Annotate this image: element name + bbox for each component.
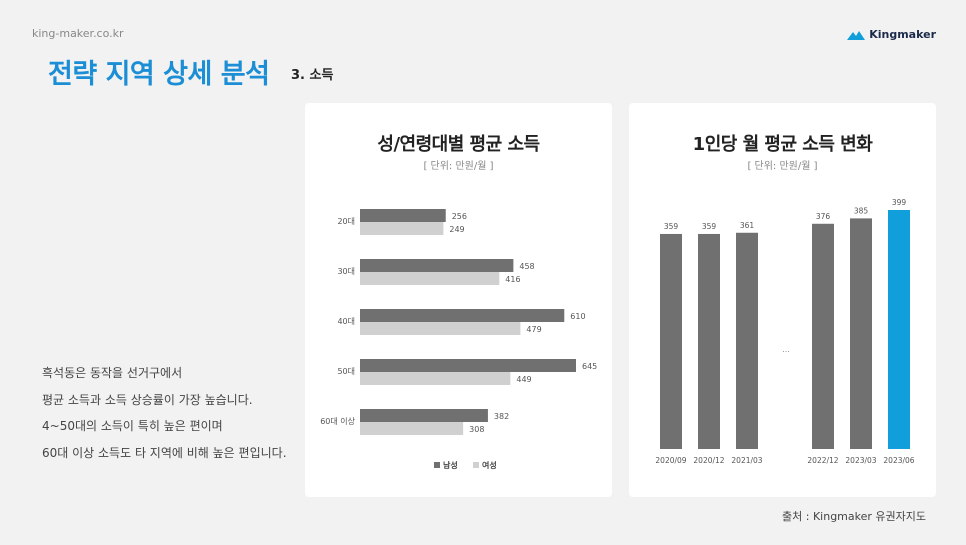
legend-swatch	[473, 462, 479, 468]
bar	[360, 259, 514, 272]
brand-logo: Kingmaker	[847, 28, 936, 41]
bar	[698, 233, 720, 449]
summary-line: 4~50대의 소득이 특히 높은 편이며	[42, 419, 223, 433]
category-label: 20대	[337, 217, 355, 226]
bar	[360, 409, 488, 422]
category-label: 2022/12	[807, 456, 838, 465]
income-by-gender-age-card: 성/연령대별 평균 소득 [ 단위: 만원/월 ] 20대 256 249 30대 45…	[305, 103, 612, 497]
site-url: king-maker.co.kr	[32, 27, 124, 40]
category-label: 2020/09	[655, 456, 686, 465]
source-note: 출처 : Kingmaker 유권자지도	[782, 510, 926, 523]
data-label: 382	[494, 412, 509, 421]
brand-mountain-icon	[847, 30, 866, 40]
data-label: 610	[570, 312, 585, 321]
brand-name: Kingmaker	[869, 28, 936, 41]
bar	[812, 223, 834, 449]
bar	[360, 309, 565, 322]
axis-break-ellipsis: ...	[782, 345, 790, 354]
data-label: 308	[469, 425, 484, 434]
bar	[660, 233, 682, 449]
category-label: 50대	[337, 367, 355, 376]
data-label: 361	[740, 221, 755, 230]
page-title: 전략 지역 상세 분석	[48, 59, 270, 90]
summary-line: 흑석동은 동작을 선거구에서	[42, 366, 183, 380]
data-label: 399	[892, 198, 907, 207]
bar	[736, 232, 758, 449]
category-label: 40대	[337, 317, 355, 326]
data-label: 249	[449, 225, 464, 234]
data-label: 256	[452, 212, 467, 221]
bar	[360, 372, 511, 385]
legend-label: 여성	[482, 460, 497, 470]
category-label: 2020/12	[693, 456, 724, 465]
bar	[360, 322, 521, 335]
data-label: 645	[582, 362, 597, 371]
data-label: 359	[702, 222, 717, 231]
category-label: 30대	[337, 267, 355, 276]
bar	[888, 210, 910, 449]
income-by-gender-age-chart: 20대 256 249 30대 458 416 40대 610 479 50대 645 449 60대 …	[320, 209, 597, 470]
summary-line: 평균 소득과 소득 상승률이 가장 높습니다.	[42, 392, 253, 407]
income-trend-card: 1인당 월 평균 소득 변화 [ 단위: 만원/월 ] 359 2020/09 35…	[629, 103, 936, 497]
legend-label: 남성	[443, 460, 458, 470]
bar	[360, 209, 446, 222]
chart-unit: [ 단위: 만원/월 ]	[423, 161, 494, 172]
category-label: 2021/03	[731, 456, 762, 465]
bar	[360, 272, 500, 285]
bar	[360, 222, 444, 235]
category-label: 2023/03	[845, 456, 876, 465]
data-label: 479	[526, 325, 541, 334]
category-label: 2023/06	[883, 456, 914, 465]
data-label: 449	[516, 375, 531, 384]
data-label: 359	[664, 222, 679, 231]
data-label: 376	[816, 212, 831, 221]
bar	[360, 422, 464, 435]
bar	[360, 359, 576, 372]
category-label: 60대 이상	[320, 416, 355, 426]
section-label: 3. 소득	[291, 68, 334, 83]
legend-swatch	[434, 462, 440, 468]
chart-unit: [ 단위: 만원/월 ]	[747, 161, 818, 172]
summary-line: 60대 이상 소득도 타 지역에 비해 높은 편입니다.	[42, 445, 287, 460]
data-label: 385	[854, 206, 869, 215]
chart-title: 1인당 월 평균 소득 변화	[692, 134, 873, 155]
summary-text: 흑석동은 동작을 선거구에서 평균 소득과 소득 상승률이 가장 높습니다. 4…	[42, 360, 287, 466]
chart-title: 성/연령대별 평균 소득	[377, 134, 540, 155]
bar	[850, 218, 872, 449]
income-trend-chart: 359 2020/09 359 2020/12 361 2021/03 376 2022/12…	[655, 198, 914, 465]
data-label: 458	[519, 262, 534, 271]
data-label: 416	[505, 275, 520, 284]
